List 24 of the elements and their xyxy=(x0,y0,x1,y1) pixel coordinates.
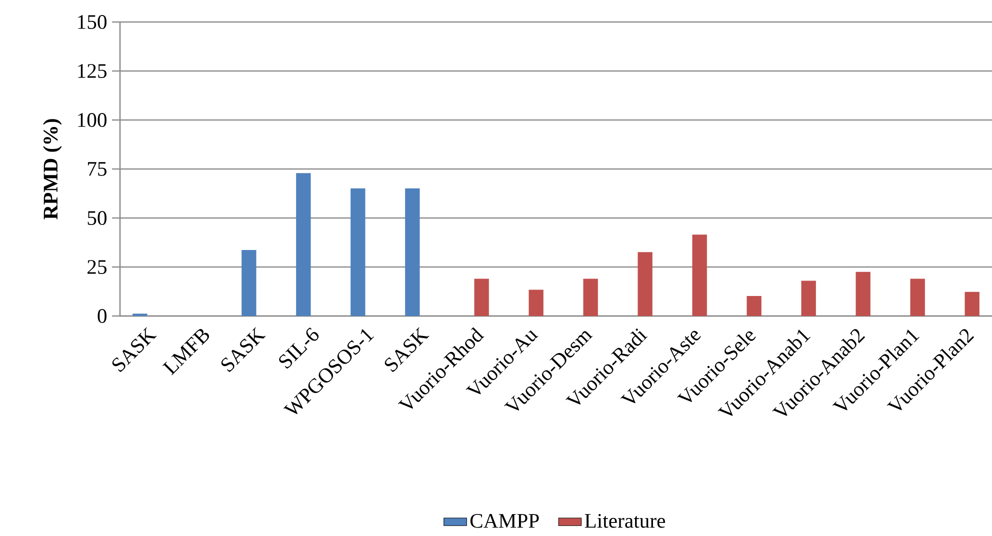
y-tick-label: 125 xyxy=(78,64,106,78)
y-tick-label: 50 xyxy=(88,211,106,225)
bar xyxy=(350,188,366,316)
bar xyxy=(242,250,256,316)
bar xyxy=(964,292,980,316)
bar xyxy=(405,188,420,316)
bar xyxy=(746,296,762,316)
bar xyxy=(801,280,816,316)
y-tick-label: 25 xyxy=(88,260,106,274)
bar xyxy=(296,173,311,316)
y-axis-title: RPMD (%) xyxy=(43,119,62,220)
y-tick-label: 75 xyxy=(88,162,106,176)
y-tick-label: 150 xyxy=(78,15,106,29)
bar xyxy=(638,252,652,316)
legend-label: Literature xyxy=(584,514,666,528)
bar xyxy=(856,272,870,316)
bar xyxy=(692,234,707,316)
bar xyxy=(474,278,489,316)
bar xyxy=(528,290,544,316)
y-tick-label: 0 xyxy=(98,309,106,323)
bar xyxy=(910,278,925,316)
y-tick-label: 100 xyxy=(78,113,106,127)
legend-label: CAMPP xyxy=(470,514,539,528)
bar xyxy=(583,278,598,316)
